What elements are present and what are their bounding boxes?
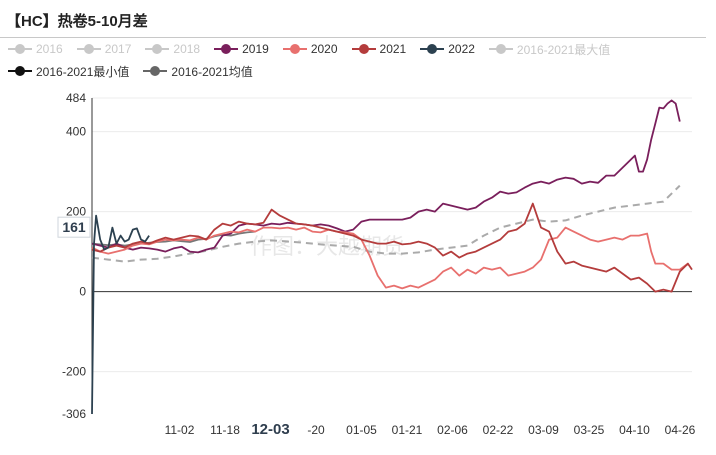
x-tick-label: 04-10: [619, 423, 650, 437]
legend-item-2016-2021均值[interactable]: 2016-2021均值: [143, 62, 253, 80]
legend-item-2017[interactable]: 2017: [76, 40, 132, 58]
legend-marker-icon: [214, 43, 239, 55]
legend-label: 2016: [36, 42, 63, 56]
x-tick-label: 04-26: [665, 423, 696, 437]
y-tick-label: -200: [62, 365, 86, 379]
y-tick-label: -306: [62, 407, 86, 421]
axis-pointer-box: [57, 216, 91, 238]
legend-item-2022[interactable]: 2022: [420, 40, 475, 58]
x-tick-label: 11-02: [165, 423, 195, 437]
x-tick-label: 02-22: [483, 423, 514, 437]
x-tick-label: -20: [307, 423, 325, 437]
legend-marker-icon: [8, 43, 32, 55]
legend-row-1: 2016 2017 2018 2019 2020 2021 2022 2016-2021最大值: [8, 40, 708, 58]
x-tick-label: 03-09: [528, 423, 559, 437]
legend-label: 2018: [173, 42, 201, 56]
y-tick-label: 0: [79, 285, 86, 299]
series-line-2022: [91, 214, 150, 415]
legend-marker-icon: [420, 43, 445, 55]
legend-item-2016-2021最大值[interactable]: 2016-2021最大值: [488, 40, 611, 58]
x-tick-label: 01-05: [346, 423, 377, 437]
legend-marker-icon: [488, 43, 513, 55]
legend-label: 2019: [242, 42, 269, 56]
y-tick-label: 484: [66, 91, 86, 105]
legend-label: 2016-2021最小值: [36, 64, 130, 79]
legend-row-2: 2016-2021最小值 2016-2021均值: [8, 62, 708, 80]
legend-item-2019[interactable]: 2019: [214, 40, 269, 58]
legend-label: 2020: [310, 42, 338, 56]
series-line-2021: [91, 202, 693, 293]
title-divider: [0, 37, 706, 38]
legend-item-2018[interactable]: 2018: [145, 40, 200, 58]
x-tick-label: 01-21: [392, 423, 423, 437]
legend-label: 2016-2021均值: [171, 64, 253, 79]
axis-pointer-label: 161: [62, 219, 86, 235]
legend-label: 2022: [448, 42, 475, 56]
legend-marker-icon: [145, 43, 170, 55]
legend-item-2021[interactable]: 2021: [351, 40, 407, 58]
series-line-2020: [91, 226, 689, 290]
legend-marker-icon: [282, 43, 307, 55]
legend-marker-icon: [76, 43, 101, 55]
x-tick-label: 02-06: [437, 423, 468, 437]
legend-marker-icon: [8, 65, 32, 77]
legend-item-2016-2021最小值[interactable]: 2016-2021最小值: [8, 62, 129, 80]
legend-item-2020[interactable]: 2020: [282, 40, 338, 58]
x-tick-label: 11-18: [210, 423, 240, 437]
legend-label: 2016-2021最大值: [516, 42, 611, 57]
x-tick-label: 12-03: [251, 421, 289, 438]
legend-item-2016[interactable]: 2016: [8, 40, 63, 58]
chart-title: 【HC】热卷5-10月差: [6, 13, 148, 30]
legend-label: 2017: [104, 42, 132, 56]
series-line-2019: [91, 99, 681, 254]
y-tick-label: 200: [66, 205, 86, 219]
x-tick-label: 03-25: [574, 423, 605, 437]
legend-marker-icon: [351, 43, 376, 55]
watermark-text: 作图：大越期货: [250, 234, 404, 259]
legend-marker-icon: [143, 65, 168, 77]
y-tick-label: 400: [66, 125, 86, 139]
series-line-2016-2021最小值: [91, 184, 681, 263]
legend-label: 2021: [379, 42, 407, 56]
